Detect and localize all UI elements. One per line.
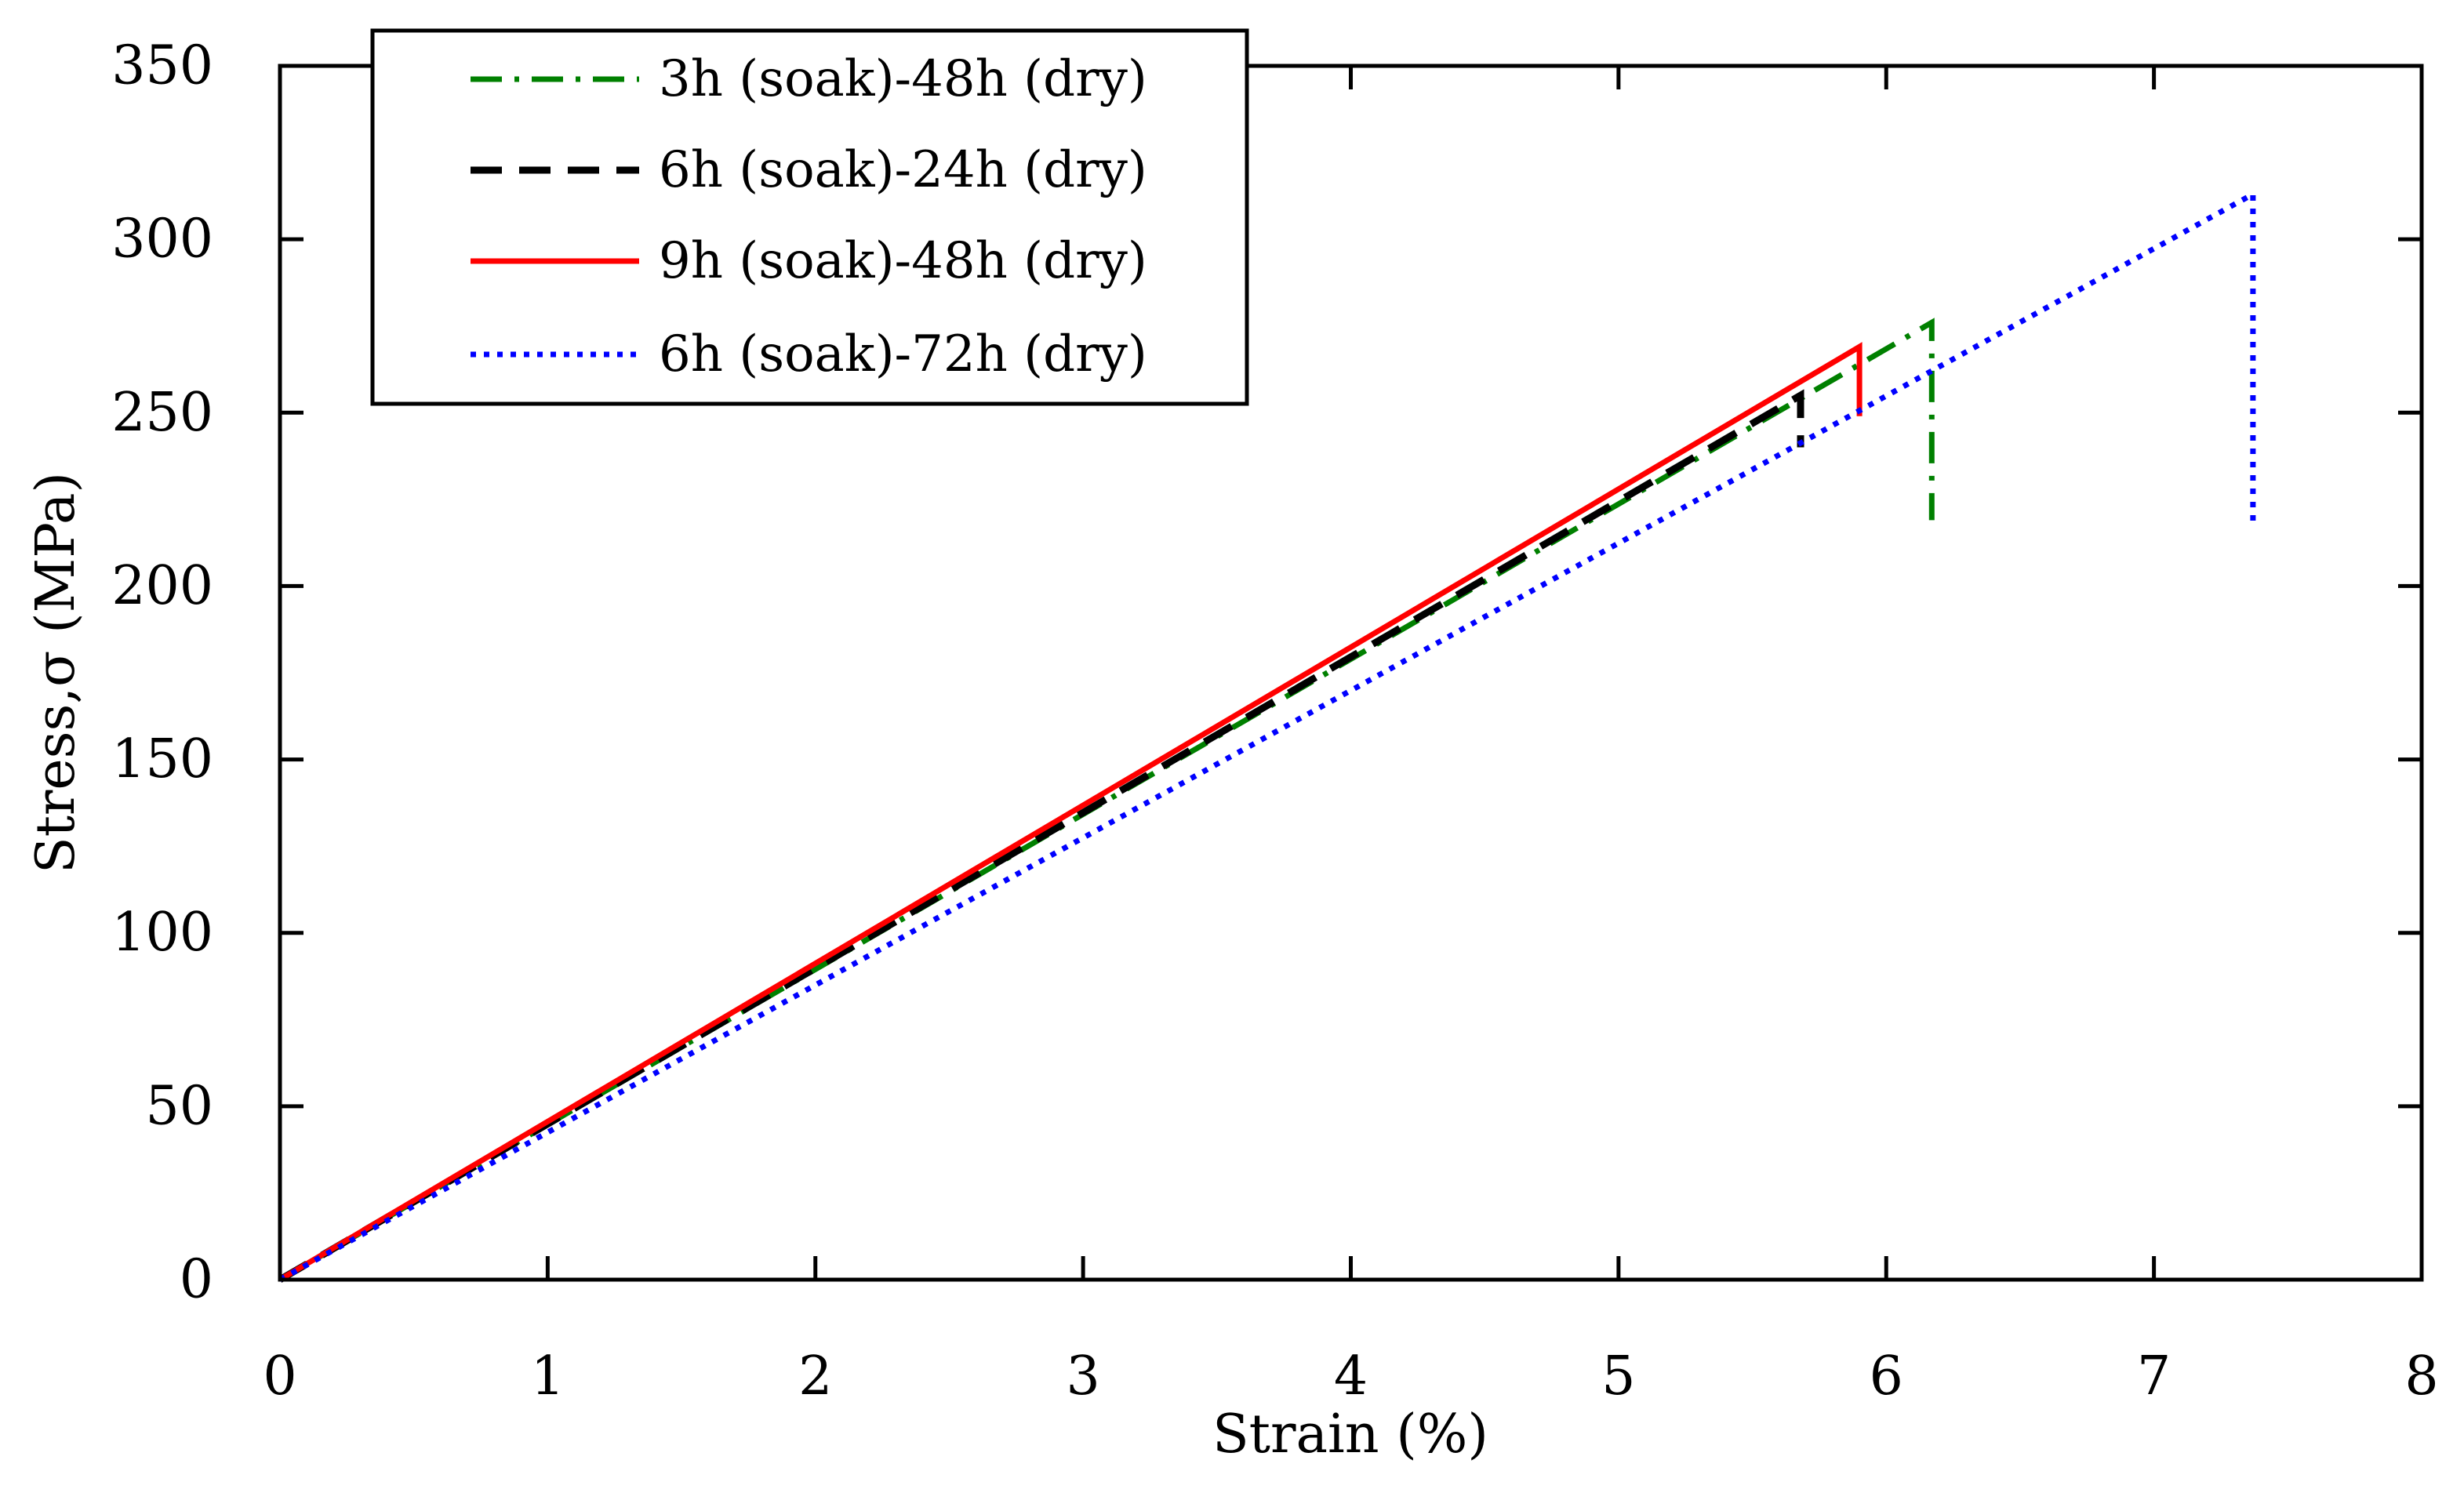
plot-frame xyxy=(278,64,2424,1282)
x-tick-label-8: 8 xyxy=(2404,1346,2438,1407)
x-tick-label-3: 3 xyxy=(1066,1346,1099,1407)
y-tick-label-300: 300 xyxy=(111,209,213,271)
legend-label-6h-soak-72h-dry: 6h (soak)-72h (dry) xyxy=(659,325,1147,383)
x-axis-title: Strain (%) xyxy=(1212,1404,1488,1465)
x-tick-label-7: 7 xyxy=(2137,1346,2171,1407)
x-tick-label-1: 1 xyxy=(531,1346,565,1407)
legend-box xyxy=(370,28,1249,406)
y-tick-label-100: 100 xyxy=(111,902,213,964)
x-tick-label-6: 6 xyxy=(1870,1346,1903,1407)
series-line-9h-soak-48h-dry xyxy=(278,342,1863,1283)
y-tick-label-250: 250 xyxy=(111,382,213,444)
series-layer xyxy=(278,189,2256,1283)
series-line-6h-soak-24h-dry xyxy=(278,389,1804,1283)
legend-label-6h-soak-24h-dry: 6h (soak)-24h (dry) xyxy=(659,141,1147,199)
series-line-6h-soak-72h-dry xyxy=(278,189,2256,1283)
y-tick-label-0: 0 xyxy=(180,1249,213,1311)
legend-label-3h-soak-48h-dry: 3h (soak)-48h (dry) xyxy=(659,50,1147,108)
x-tick-label-0: 0 xyxy=(263,1346,296,1407)
y-tick-label-200: 200 xyxy=(111,555,213,617)
y-axis-title: Stress,σ (MPa) xyxy=(25,472,87,873)
x-tick-label-2: 2 xyxy=(798,1346,832,1407)
y-tick-label-50: 50 xyxy=(145,1075,213,1137)
x-tick-label-5: 5 xyxy=(1601,1346,1635,1407)
legend: 3h (soak)-48h (dry) 6h (soak)-24h (dry) … xyxy=(370,28,1249,406)
y-tick-label-150: 150 xyxy=(111,728,213,790)
y-tick-label-350: 350 xyxy=(111,35,213,97)
legend-label-9h-soak-48h-dry: 9h (soak)-48h (dry) xyxy=(659,232,1147,290)
x-tick-label-4: 4 xyxy=(1334,1346,1368,1407)
